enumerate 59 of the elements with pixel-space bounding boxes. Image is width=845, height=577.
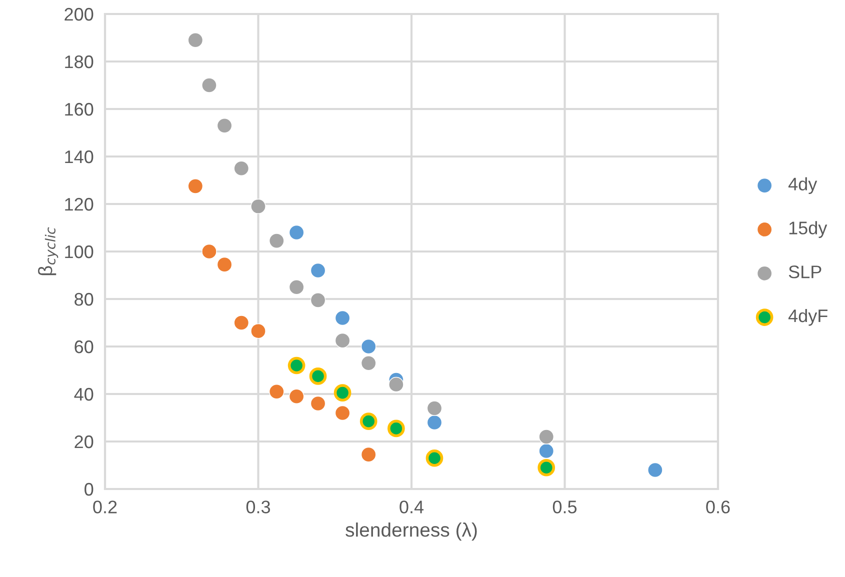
legend-label: 4dy [788,177,818,194]
legend-label: 4dyF [788,308,828,326]
point [310,262,326,278]
point [288,356,306,374]
y-tick-label: 120 [65,198,94,211]
point [250,198,266,214]
point [426,414,442,430]
x-axis-title: slenderness (λ) [346,522,477,541]
y-tick-label: 160 [65,102,94,116]
point [360,412,378,430]
point [310,396,326,412]
point [269,233,284,248]
legend-label: SLP [788,266,822,278]
y-tick-label: 20 [74,435,94,448]
y-tick-label: 60 [74,340,94,354]
point [426,400,442,416]
point [234,315,250,330]
y-tick-label: 100 [65,245,94,258]
y-tick-label: 40 [74,388,94,401]
point [538,429,554,444]
point [202,244,217,260]
x-tick-label: 0.2 [93,500,117,514]
x-tick-label: 0.4 [400,500,424,514]
point [334,332,350,348]
point [538,443,554,459]
point [334,310,350,326]
x-tick-label: 0.3 [246,500,270,514]
y-axis-title: β$_{cyclic}$ [38,227,58,276]
point [648,462,663,478]
y-tick-label: 200 [64,8,94,21]
point [250,323,266,339]
point [310,292,326,308]
point [288,224,304,240]
point [288,279,304,295]
point [202,78,217,93]
x-tick-label: 0.5 [552,500,577,514]
point [360,446,376,462]
point [334,384,352,402]
point [538,458,556,476]
y-tick-label: 0 [84,482,94,496]
point [188,178,204,194]
point [234,160,250,176]
y-tick-label: 80 [74,292,94,306]
point [309,368,327,385]
point [388,376,404,392]
y-tick-label: 180 [65,55,94,68]
point [216,256,232,272]
point [360,338,376,354]
x-tick-label: 0.6 [706,500,730,514]
point [288,388,304,404]
point [360,355,376,371]
point [188,32,204,48]
y-tick-label: 140 [65,150,94,164]
point [388,420,405,438]
point [216,118,232,134]
point [426,449,444,467]
legend-label: 15dy [789,221,828,238]
point [334,405,350,421]
point [269,384,284,400]
